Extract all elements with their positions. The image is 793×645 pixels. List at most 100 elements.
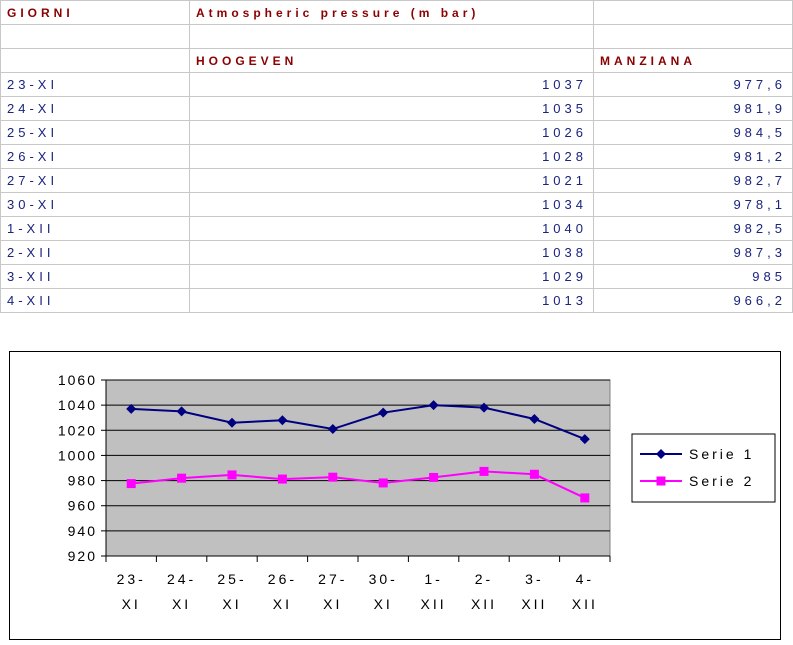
day-cell: 1-XII xyxy=(0,216,190,241)
line-chart: 920 940 960 980 1000 1020 1040 1060 23- XI 24- XI 25… xyxy=(58,372,776,612)
data-point-serie-1 xyxy=(378,407,389,418)
chart-area: 920 940 960 980 1000 1020 1040 1060 23- XI 24- XI 25… xyxy=(9,351,781,640)
data-point-serie-1 xyxy=(479,402,489,413)
table-blank-row xyxy=(0,24,793,49)
y-tick-label: 1040 xyxy=(58,397,97,413)
table-row: 27-XI 1021 982,7 xyxy=(0,168,793,193)
table-location-row: HOOGEVEN MANZIANA xyxy=(0,48,793,73)
x-tick-label: XI xyxy=(172,596,191,612)
table-row: 23-XI 1037 977,6 xyxy=(0,72,793,97)
legend-marker-diamond xyxy=(656,449,666,459)
day-cell: 2-XII xyxy=(0,240,190,265)
day-cell: 4-XII xyxy=(0,288,190,313)
day-cell: 30-XI xyxy=(0,192,190,217)
table-header-row: GIORNI Atmospheric pressure (m bar) xyxy=(0,0,793,25)
y-tick-label: 1060 xyxy=(58,372,97,388)
header-giorni: GIORNI xyxy=(0,0,190,25)
manziana-value-cell: 987,3 xyxy=(593,240,793,265)
x-tick-label: 27- xyxy=(318,571,347,587)
y-tick-label: 940 xyxy=(68,523,97,539)
x-tick-label: XI xyxy=(374,596,393,612)
hoogeven-value-cell: 1013 xyxy=(189,288,594,313)
data-point-serie-1 xyxy=(227,417,237,428)
header-hoogeven: HOOGEVEN xyxy=(189,48,594,73)
table-row: 30-XI 1034 978,1 xyxy=(0,192,793,217)
hoogeven-value-cell: 1021 xyxy=(189,168,594,193)
manziana-value-cell: 977,6 xyxy=(593,72,793,97)
header-atmospheric-pressure: Atmospheric pressure (m bar) xyxy=(189,0,594,25)
day-cell: 23-XI xyxy=(0,72,190,97)
day-cell: 3-XII xyxy=(0,264,190,289)
blank-cell xyxy=(0,48,190,73)
table-row: 24-XI 1035 981,9 xyxy=(0,96,793,121)
data-point-serie-2 xyxy=(529,469,539,479)
data-point-serie-2 xyxy=(479,466,489,476)
blank-cell xyxy=(593,24,793,49)
data-point-serie-1 xyxy=(327,424,338,435)
data-point-serie-2 xyxy=(429,472,439,482)
x-tick-label: XII xyxy=(521,596,547,612)
hoogeven-value-cell: 1035 xyxy=(189,96,594,121)
legend xyxy=(631,433,776,503)
manziana-value-cell: 981,2 xyxy=(593,144,793,169)
table-row: 1-XII 1040 982,5 xyxy=(0,216,793,241)
data-point-serie-2 xyxy=(277,474,287,484)
plot-area xyxy=(105,379,611,557)
x-tick-label: 24- xyxy=(167,571,196,587)
table-row: 2-XII 1038 987,3 xyxy=(0,240,793,265)
legend-marker-square xyxy=(656,476,666,486)
hoogeven-value-cell: 1040 xyxy=(189,216,594,241)
data-point-serie-2 xyxy=(378,478,388,488)
day-cell: 24-XI xyxy=(0,96,190,121)
hoogeven-value-cell: 1028 xyxy=(189,144,594,169)
manziana-value-cell: 978,1 xyxy=(593,192,793,217)
data-point-serie-1 xyxy=(277,415,288,426)
table-row: 26-XI 1028 981,2 xyxy=(0,144,793,169)
y-tick-label: 1020 xyxy=(58,422,97,438)
hoogeven-value-cell: 1026 xyxy=(189,120,594,145)
hoogeven-value-cell: 1029 xyxy=(189,264,594,289)
data-point-serie-2 xyxy=(126,479,136,489)
hoogeven-value-cell: 1034 xyxy=(189,192,594,217)
data-point-serie-1 xyxy=(176,406,187,417)
data-point-serie-1 xyxy=(126,403,137,414)
day-cell: 27-XI xyxy=(0,168,190,193)
data-point-serie-1 xyxy=(529,413,540,424)
x-tick-label: 26- xyxy=(268,571,297,587)
table-row: 4-XII 1013 966,2 xyxy=(0,288,793,313)
y-tick-label: 980 xyxy=(68,473,97,489)
x-tick-label: 23- xyxy=(117,571,146,587)
manziana-value-cell: 984,5 xyxy=(593,120,793,145)
x-tick-label: 1- xyxy=(424,571,442,587)
manziana-value-cell: 966,2 xyxy=(593,288,793,313)
legend-label: Serie 2 xyxy=(689,473,754,489)
legend-label: Serie 1 xyxy=(689,446,754,462)
x-tick-label: XI xyxy=(122,596,141,612)
y-tick-label: 920 xyxy=(68,548,97,564)
manziana-value-cell: 982,7 xyxy=(593,168,793,193)
table-row: 3-XII 1029 985 xyxy=(0,264,793,289)
data-point-serie-1 xyxy=(428,400,439,411)
y-tick-label: 1000 xyxy=(58,447,97,463)
x-tick-label: 2- xyxy=(475,571,493,587)
x-tick-label: XII xyxy=(471,596,497,612)
x-tick-label: XII xyxy=(572,596,598,612)
day-cell: 26-XI xyxy=(0,144,190,169)
manziana-value-cell: 985 xyxy=(593,264,793,289)
hoogeven-value-cell: 1038 xyxy=(189,240,594,265)
series-line-2 xyxy=(131,470,586,499)
x-tick-label: 3- xyxy=(525,571,543,587)
x-tick-label: 25- xyxy=(217,571,246,587)
blank-cell xyxy=(189,24,594,49)
data-point-serie-2 xyxy=(328,472,338,482)
manziana-value-cell: 981,9 xyxy=(593,96,793,121)
x-tick-label: XI xyxy=(323,596,342,612)
blank-cell xyxy=(0,24,190,49)
x-tick-label: XI xyxy=(273,596,292,612)
series-line-1 xyxy=(131,404,586,441)
data-point-serie-2 xyxy=(580,493,590,503)
manziana-value-cell: 982,5 xyxy=(593,216,793,241)
pressure-table: GIORNI Atmospheric pressure (m bar) HOOG… xyxy=(0,0,793,313)
header-manziana: MANZIANA xyxy=(593,48,793,73)
x-tick-label: 30- xyxy=(369,571,398,587)
